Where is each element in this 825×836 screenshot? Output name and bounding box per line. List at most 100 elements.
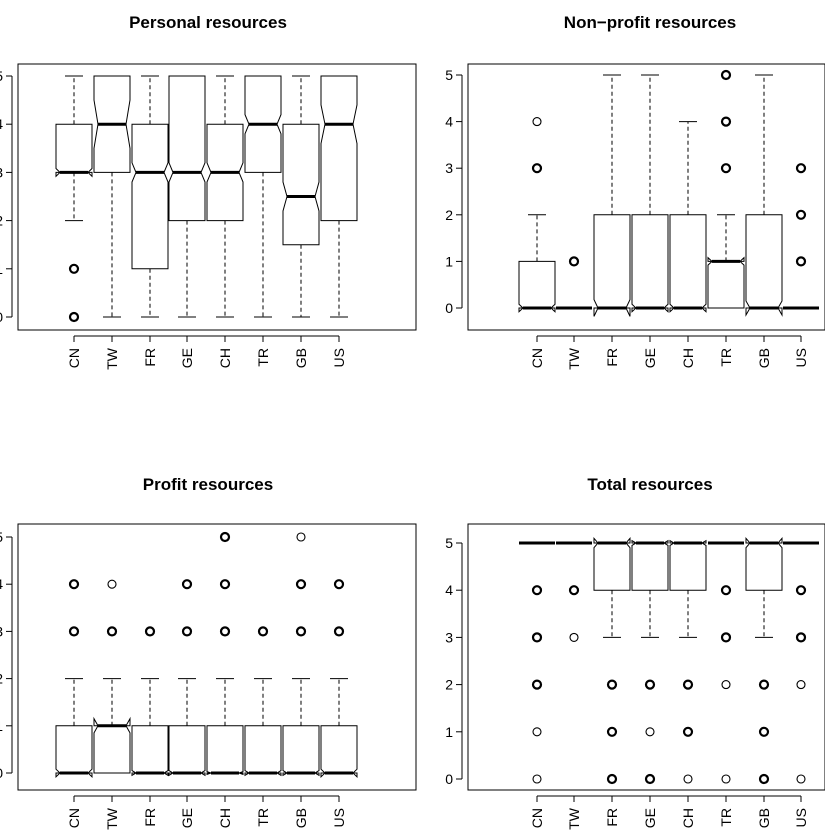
outlier-point <box>295 579 307 590</box>
y-tick-label: 1 <box>0 718 3 734</box>
box-body <box>93 716 131 774</box>
panel-title: Non−profit resources <box>564 13 736 32</box>
y-tick-label: 3 <box>445 160 453 176</box>
y-tick-label: 5 <box>445 67 453 83</box>
x-tick-label: GE <box>179 348 195 368</box>
box-GB <box>282 75 320 318</box>
box-TR <box>707 69 745 309</box>
outlier-point <box>795 256 807 267</box>
y-tick-label: 3 <box>445 629 453 645</box>
y-tick-label: 0 <box>445 300 453 316</box>
box-CH <box>669 539 707 784</box>
outlier-point <box>144 626 156 637</box>
y-tick-label: 5 <box>0 529 3 545</box>
plot-frame <box>17 63 417 331</box>
box-body <box>707 256 745 309</box>
x-tick-label: CH <box>680 808 696 828</box>
outlier-point <box>644 773 656 785</box>
outlier-point <box>606 679 618 690</box>
y-tick-label: 1 <box>445 724 453 740</box>
boxplot-panel-3: Profit resources 0 1 2 3 4 5 CN TW FR GE CH TR GB US <box>0 475 417 830</box>
x-tick-label: CH <box>680 348 696 368</box>
outlier-point <box>107 579 117 589</box>
outlier-point <box>606 726 618 737</box>
outlier-point <box>606 773 618 785</box>
y-tick-label: 4 <box>0 116 3 132</box>
x-tick-label: US <box>331 348 347 367</box>
outlier-point <box>68 579 80 590</box>
box-body <box>593 536 631 591</box>
box-body <box>745 214 783 317</box>
x-tick-label: CN <box>66 348 82 368</box>
box-body <box>745 536 783 591</box>
outlier-point <box>531 585 543 596</box>
x-tick-label: TR <box>255 808 271 827</box>
outlier-point <box>68 626 80 637</box>
outlier-point <box>683 774 693 784</box>
box-GE <box>631 539 669 785</box>
box-body <box>206 725 244 776</box>
x-tick-label: GB <box>293 808 309 828</box>
outlier-point <box>720 585 732 596</box>
outlier-point <box>568 585 580 596</box>
outlier-point <box>795 585 807 596</box>
outlier-point <box>333 626 345 637</box>
x-tick-label: FR <box>142 348 158 367</box>
x-tick-label: FR <box>142 808 158 827</box>
x-tick-label: CN <box>66 808 82 828</box>
x-tick-label: FR <box>604 808 620 827</box>
outlier-point <box>219 579 231 590</box>
outlier-point <box>720 163 732 174</box>
box-CN <box>55 579 93 778</box>
box-body <box>631 539 669 591</box>
x-tick-label: US <box>793 808 809 827</box>
outlier-point <box>721 774 731 784</box>
outlier-point <box>569 632 579 642</box>
box-US <box>320 75 358 318</box>
y-tick-label: 2 <box>0 213 3 229</box>
box-GE <box>168 75 206 318</box>
outlier-point <box>796 774 806 784</box>
box-body <box>244 725 282 777</box>
outlier-point <box>758 726 770 737</box>
x-tick-label: TW <box>566 807 582 830</box>
box-CN <box>518 117 556 313</box>
x-tick-label: GB <box>756 348 772 368</box>
x-tick-label: TR <box>718 808 734 827</box>
x-tick-label: CN <box>529 808 545 828</box>
outlier-point <box>795 209 807 220</box>
y-tick-label: 4 <box>445 114 453 130</box>
box-TW <box>556 256 592 310</box>
box-GE <box>168 579 206 777</box>
y-tick-label: 0 <box>0 309 3 325</box>
x-tick-label: TW <box>566 347 582 370</box>
box-US <box>320 579 358 778</box>
panel-title: Profit resources <box>143 475 273 494</box>
box-body <box>55 725 93 778</box>
box-body <box>168 725 206 777</box>
outlier-point <box>219 531 231 543</box>
outlier-point <box>181 626 193 637</box>
box-CH <box>206 75 244 318</box>
outlier-point <box>682 726 694 737</box>
x-tick-label: GB <box>293 348 309 368</box>
x-tick-label: CN <box>529 348 545 368</box>
box-TW <box>93 579 131 774</box>
box-US <box>783 163 819 310</box>
box-TR <box>244 626 282 777</box>
box-body <box>55 123 93 178</box>
y-tick-label: 5 <box>445 535 453 551</box>
box-FR <box>593 536 631 785</box>
outlier-point <box>531 679 543 690</box>
outlier-point <box>532 774 542 784</box>
outlier-point <box>645 727 655 737</box>
y-tick-label: 1 <box>445 253 453 269</box>
box-CN <box>55 75 93 323</box>
box-GB <box>282 532 320 777</box>
y-tick-label: 1 <box>0 261 3 277</box>
x-tick-label: CH <box>217 348 233 368</box>
box-body <box>168 75 206 222</box>
outlier-point <box>721 680 731 690</box>
outlier-point <box>795 632 807 643</box>
outlier-point <box>531 163 543 174</box>
